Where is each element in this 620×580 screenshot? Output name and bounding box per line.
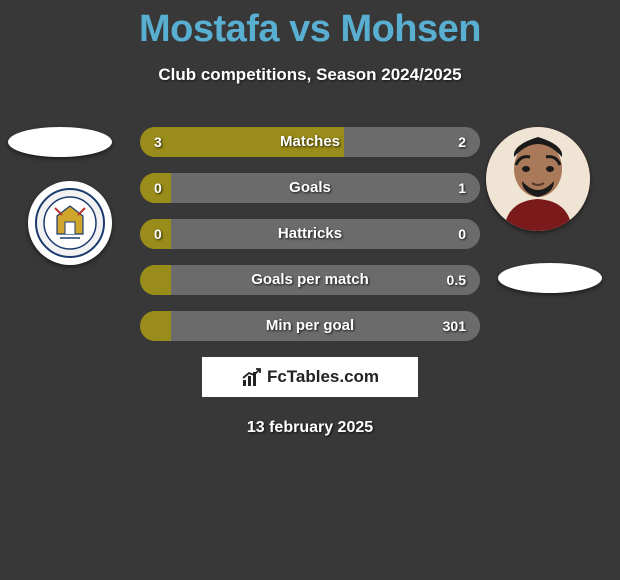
stat-right-value: 301 bbox=[443, 311, 466, 341]
stat-bars: Matches32Goals01Hattricks00Goals per mat… bbox=[140, 127, 480, 341]
stat-label: Matches bbox=[140, 127, 480, 157]
stat-left-value: 3 bbox=[154, 127, 162, 157]
stat-row: Min per goal301 bbox=[140, 311, 480, 341]
player1-club-ellipse bbox=[8, 127, 112, 157]
page-subtitle: Club competitions, Season 2024/2025 bbox=[0, 65, 620, 85]
stat-label: Hattricks bbox=[140, 219, 480, 249]
stat-label: Goals per match bbox=[140, 265, 480, 295]
stat-row: Matches3 2 bbox=[140, 127, 480, 157]
chart-icon bbox=[241, 366, 263, 388]
comparison-content: Matches32Goals01Hattricks00Goals per mat… bbox=[0, 127, 620, 437]
stat-label: Goals bbox=[140, 173, 480, 203]
player2-club-ellipse bbox=[498, 263, 602, 293]
branding-text: FcTables.com bbox=[267, 367, 379, 387]
stat-row: Goals0 1 bbox=[140, 173, 480, 203]
stat-label: Min per goal bbox=[140, 311, 480, 341]
stat-row: Goals per match0.5 bbox=[140, 265, 480, 295]
player2-photo bbox=[486, 127, 590, 231]
stat-left-value: 0 bbox=[154, 173, 162, 203]
branding-badge: FcTables.com bbox=[202, 357, 418, 397]
date-label: 13 february 2025 bbox=[0, 419, 620, 437]
stat-right-value: 2 bbox=[458, 127, 466, 157]
stat-right-value: 0 bbox=[458, 219, 466, 249]
stat-right-value: 1 bbox=[458, 173, 466, 203]
stat-row: Hattricks0 0 bbox=[140, 219, 480, 249]
stat-right-value: 0.5 bbox=[447, 265, 466, 295]
player1-club-badge bbox=[28, 181, 112, 265]
page-title: Mostafa vs Mohsen bbox=[0, 0, 620, 51]
stat-left-value: 0 bbox=[154, 219, 162, 249]
